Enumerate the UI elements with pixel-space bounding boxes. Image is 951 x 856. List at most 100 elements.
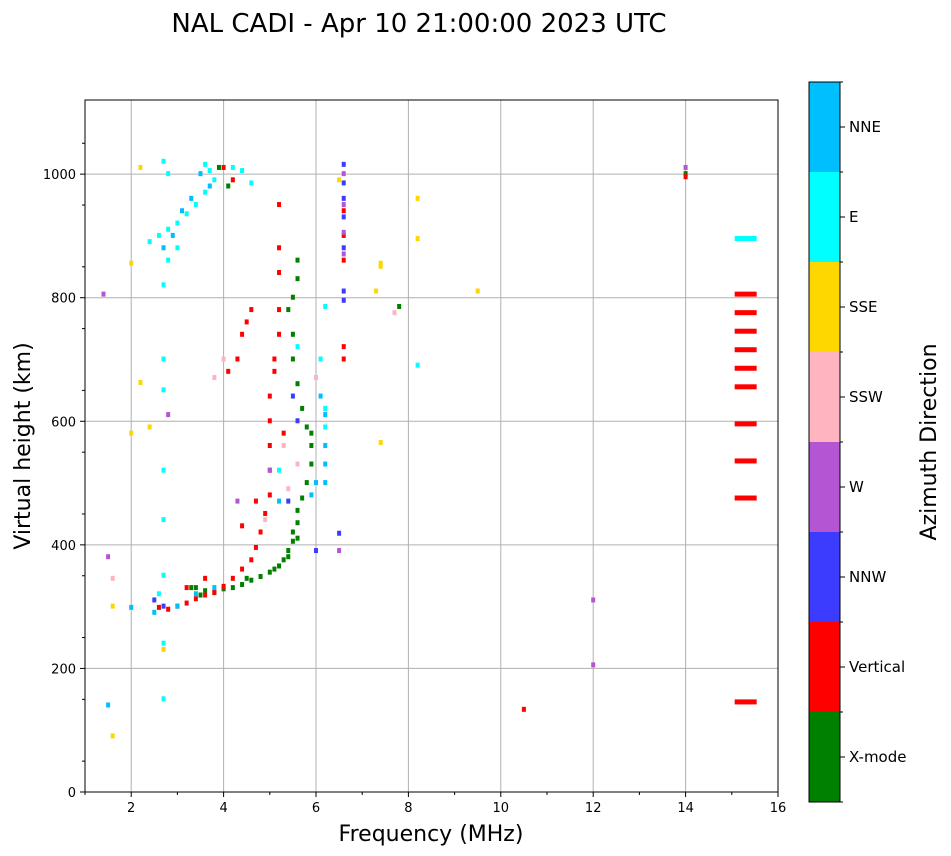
data-point [341, 288, 346, 294]
chart-title: NAL CADI - Apr 10 21:00:00 2023 UTC [171, 9, 666, 39]
data-point [249, 557, 254, 563]
y-tick-label: 400 [51, 539, 76, 554]
data-point [734, 236, 757, 242]
y-tick-label: 0 [68, 786, 76, 801]
data-point [198, 171, 203, 177]
data-point [267, 569, 272, 575]
data-point [295, 535, 300, 541]
data-point [161, 245, 166, 251]
plot-frame [84, 99, 779, 793]
data-point [277, 270, 282, 275]
data-point [734, 310, 757, 316]
data-point [189, 585, 194, 591]
y-tick-label: 600 [51, 415, 76, 430]
data-point [161, 646, 166, 652]
y-tick-label: 800 [51, 292, 76, 307]
data-point [734, 384, 757, 390]
data-point [341, 171, 346, 177]
data-point [221, 356, 226, 362]
data-point [341, 344, 346, 350]
colorbar-tick-label: Vertical [849, 658, 905, 676]
data-point [392, 310, 397, 316]
data-point [281, 430, 286, 436]
x-tick-label: 2 [127, 801, 135, 816]
data-point [683, 171, 688, 177]
series-nnw [152, 161, 346, 609]
data-point [309, 492, 314, 498]
data-point [323, 405, 328, 411]
colorbar-segment [809, 532, 840, 622]
data-point [156, 604, 161, 610]
data-point [415, 195, 420, 201]
data-point [184, 211, 189, 217]
data-point [295, 507, 300, 513]
data-point [253, 544, 258, 550]
data-point [212, 585, 217, 591]
data-point [180, 208, 185, 214]
series-e [147, 158, 757, 702]
x-axis-label: Frequency (MHz) [339, 822, 524, 847]
data-point [161, 387, 166, 393]
data-point [258, 573, 263, 579]
x-tick-label: 16 [770, 801, 787, 816]
data-point [591, 662, 596, 668]
data-point [323, 443, 328, 448]
data-point [734, 328, 757, 334]
data-point [101, 291, 106, 297]
data-point [295, 276, 300, 282]
data-point [230, 177, 235, 183]
colorbar-segment [809, 622, 840, 712]
data-point [337, 530, 342, 536]
data-point [240, 523, 245, 529]
data-point [267, 418, 272, 424]
data-point [286, 486, 291, 492]
data-point [212, 590, 217, 596]
data-point [323, 424, 328, 430]
colorbar-segment [809, 172, 840, 262]
data-point [161, 282, 166, 288]
data-point [166, 412, 171, 418]
series-ssw [110, 310, 397, 581]
data-point [341, 245, 346, 251]
x-tick-label: 8 [404, 801, 412, 816]
data-point [734, 365, 757, 371]
data-point [207, 168, 212, 174]
data-point [203, 161, 208, 167]
data-point [244, 319, 249, 325]
data-point [290, 538, 295, 544]
data-point [161, 158, 166, 164]
data-point [156, 232, 161, 238]
data-point [337, 177, 342, 183]
data-point [475, 288, 480, 294]
colorbar-tick-label: NNW [849, 568, 886, 586]
colorbar-frame [808, 81, 841, 803]
data-point [212, 375, 217, 381]
data-point [286, 498, 291, 504]
data-point [106, 554, 111, 560]
data-point [341, 208, 346, 214]
data-point [341, 251, 346, 257]
data-point [249, 307, 254, 313]
data-point [341, 257, 346, 263]
series-w [101, 164, 688, 668]
data-point [341, 356, 346, 362]
data-point [203, 189, 208, 195]
data-point [203, 575, 208, 581]
data-point [734, 291, 757, 297]
data-point [323, 461, 328, 467]
data-point [106, 702, 111, 708]
data-point [166, 171, 171, 177]
data-point [272, 356, 277, 362]
colorbar-tick-label: NNE [849, 118, 881, 136]
data-point [318, 356, 323, 362]
data-point [277, 498, 282, 504]
data-point [341, 297, 346, 303]
data-point [290, 294, 295, 300]
data-point [156, 591, 161, 597]
data-point [161, 603, 166, 609]
data-point [161, 467, 166, 473]
data-point [267, 467, 272, 473]
data-point [129, 604, 134, 610]
colorbar-tick-label: SSE [849, 298, 878, 316]
data-point [161, 517, 166, 523]
